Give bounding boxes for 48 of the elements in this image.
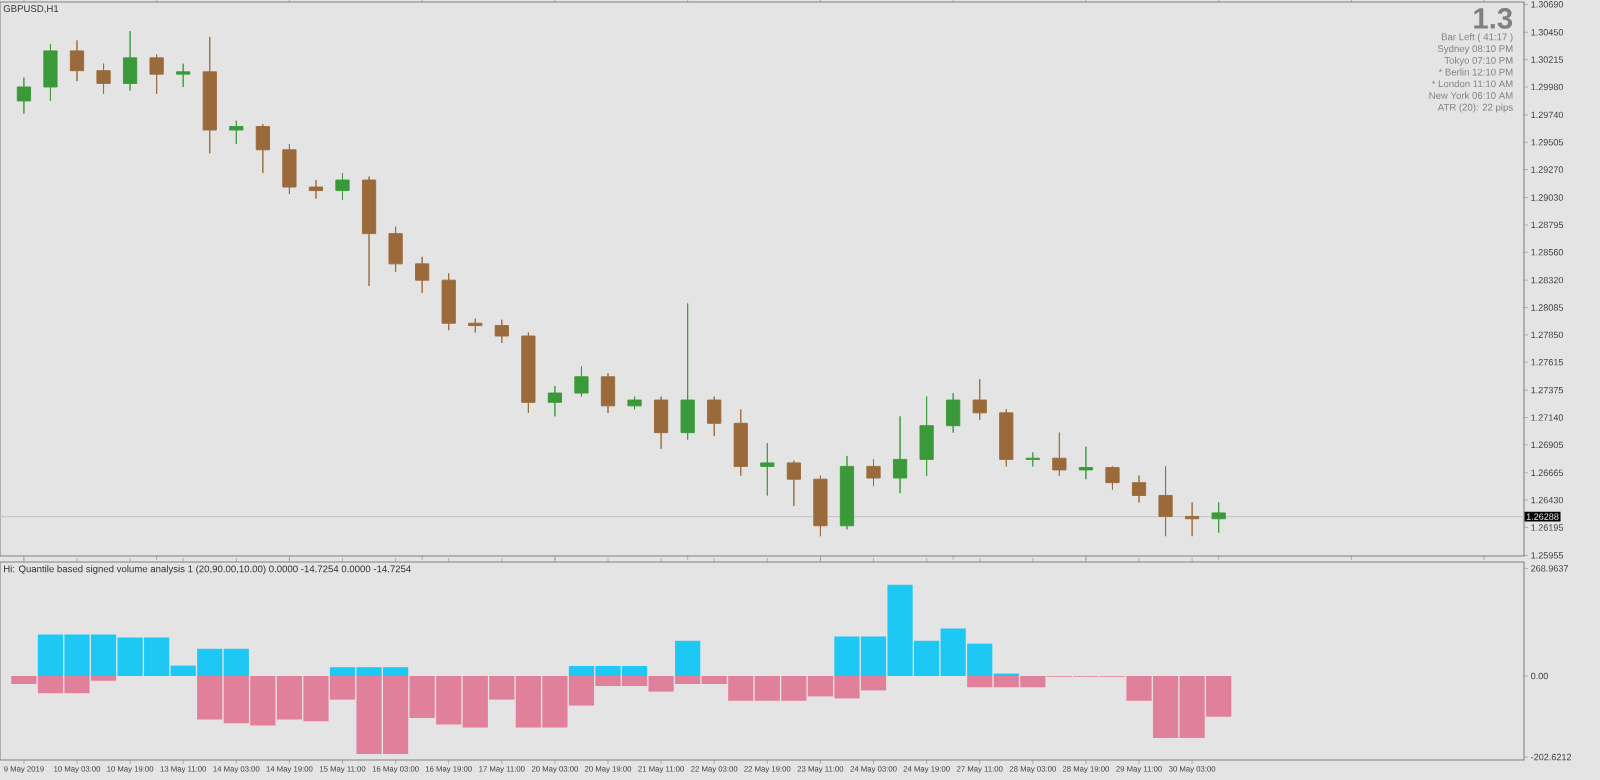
candlestick [654,396,669,450]
candlestick [149,53,164,95]
candlestick [335,172,350,201]
candlestick [839,455,855,530]
candlestick [1105,465,1120,491]
candlestick [813,475,828,537]
candlestick [176,63,191,88]
candlestick [229,120,244,145]
candlestick [415,256,430,294]
candlestick [547,385,563,417]
candlestick [521,332,536,414]
candlestick [1078,446,1094,480]
candlestick [627,396,642,410]
candlestick [972,378,987,421]
candlestick [43,43,58,102]
candlestick [733,408,748,477]
candlestick [1131,475,1147,503]
candlestick [707,396,722,437]
candlestick [96,63,111,95]
candlestick [282,143,297,195]
candlestick [255,123,270,174]
candlestick [388,226,403,273]
candlestick [892,415,908,494]
annotation: 1.3 [1474,8,1513,29]
candlestick [1158,465,1173,537]
candlestick [441,272,456,331]
candlestick [308,179,324,200]
candlestick [946,392,961,434]
candlestick [919,396,934,477]
candlestick [361,176,377,287]
candlestick [1025,451,1040,467]
candlestick [680,302,695,441]
candlestick [1211,501,1226,534]
candlestick [866,458,881,487]
candlestick [786,460,801,507]
candlestick [574,365,589,398]
candlestick [999,408,1014,467]
candlestick [16,77,32,115]
candlestick [1052,432,1067,477]
candlestick [468,318,483,333]
candlestick [202,36,217,154]
candlestick [69,39,85,82]
candlestick [760,442,775,496]
bar [675,640,701,676]
candlestick [600,372,616,414]
candlestick [494,319,509,344]
candlestick [123,30,138,91]
candlestick [1185,501,1200,537]
